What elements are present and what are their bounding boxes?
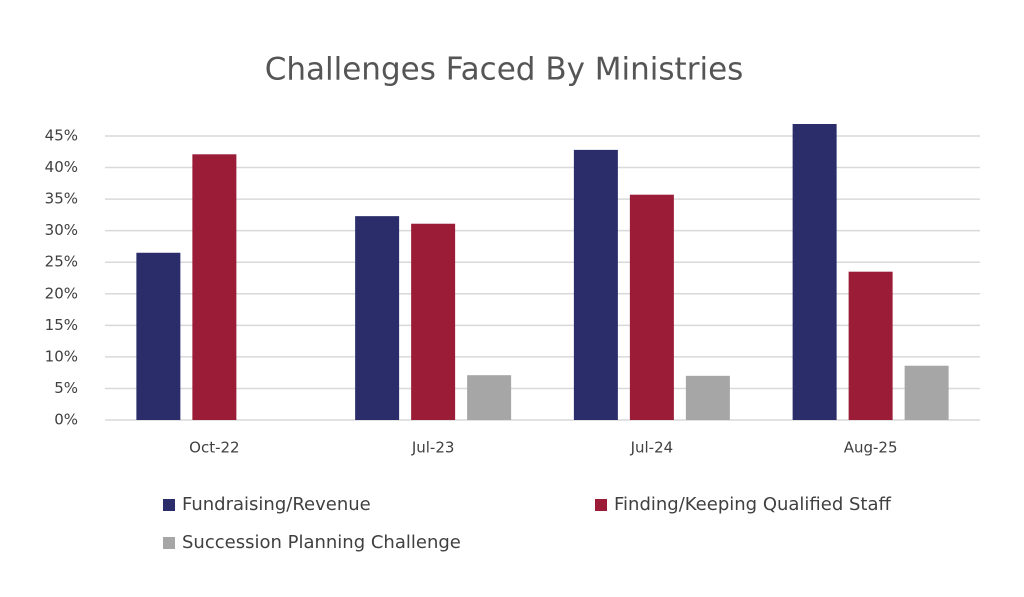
y-tick-label: 35% [45, 190, 78, 208]
bar [355, 216, 400, 420]
y-tick-label: 40% [45, 158, 78, 176]
bar [573, 149, 618, 420]
bar [904, 365, 949, 420]
bar [411, 223, 456, 420]
y-tick-label: 30% [45, 221, 78, 239]
legend-label: Finding/Keeping Qualified Staff [614, 494, 891, 515]
y-tick-label: 5% [54, 379, 78, 397]
bar [848, 271, 893, 420]
y-tick-label: 20% [45, 284, 78, 302]
bar [629, 194, 674, 420]
legend-label: Fundraising/Revenue [182, 494, 371, 515]
y-tick-label: 0% [54, 411, 78, 429]
x-tick-label: Aug-25 [844, 439, 898, 457]
legend-swatch [163, 537, 175, 549]
legend-label: Succession Planning Challenge [182, 532, 461, 553]
x-tick-label: Oct-22 [189, 439, 239, 457]
y-tick-label: 25% [45, 253, 78, 271]
x-tick-label: Jul-24 [630, 439, 674, 457]
legend-swatch [595, 499, 607, 511]
chart-title: Challenges Faced By Ministries [265, 52, 744, 88]
bar [685, 375, 730, 420]
y-tick-label: 45% [45, 127, 78, 145]
x-tick-label: Jul-23 [411, 439, 455, 457]
bar [192, 154, 237, 420]
y-tick-label: 10% [45, 347, 78, 365]
bar [136, 252, 181, 420]
bar [467, 375, 512, 420]
y-tick-label: 15% [45, 316, 78, 334]
bar [792, 124, 837, 421]
legend-swatch [163, 499, 175, 511]
